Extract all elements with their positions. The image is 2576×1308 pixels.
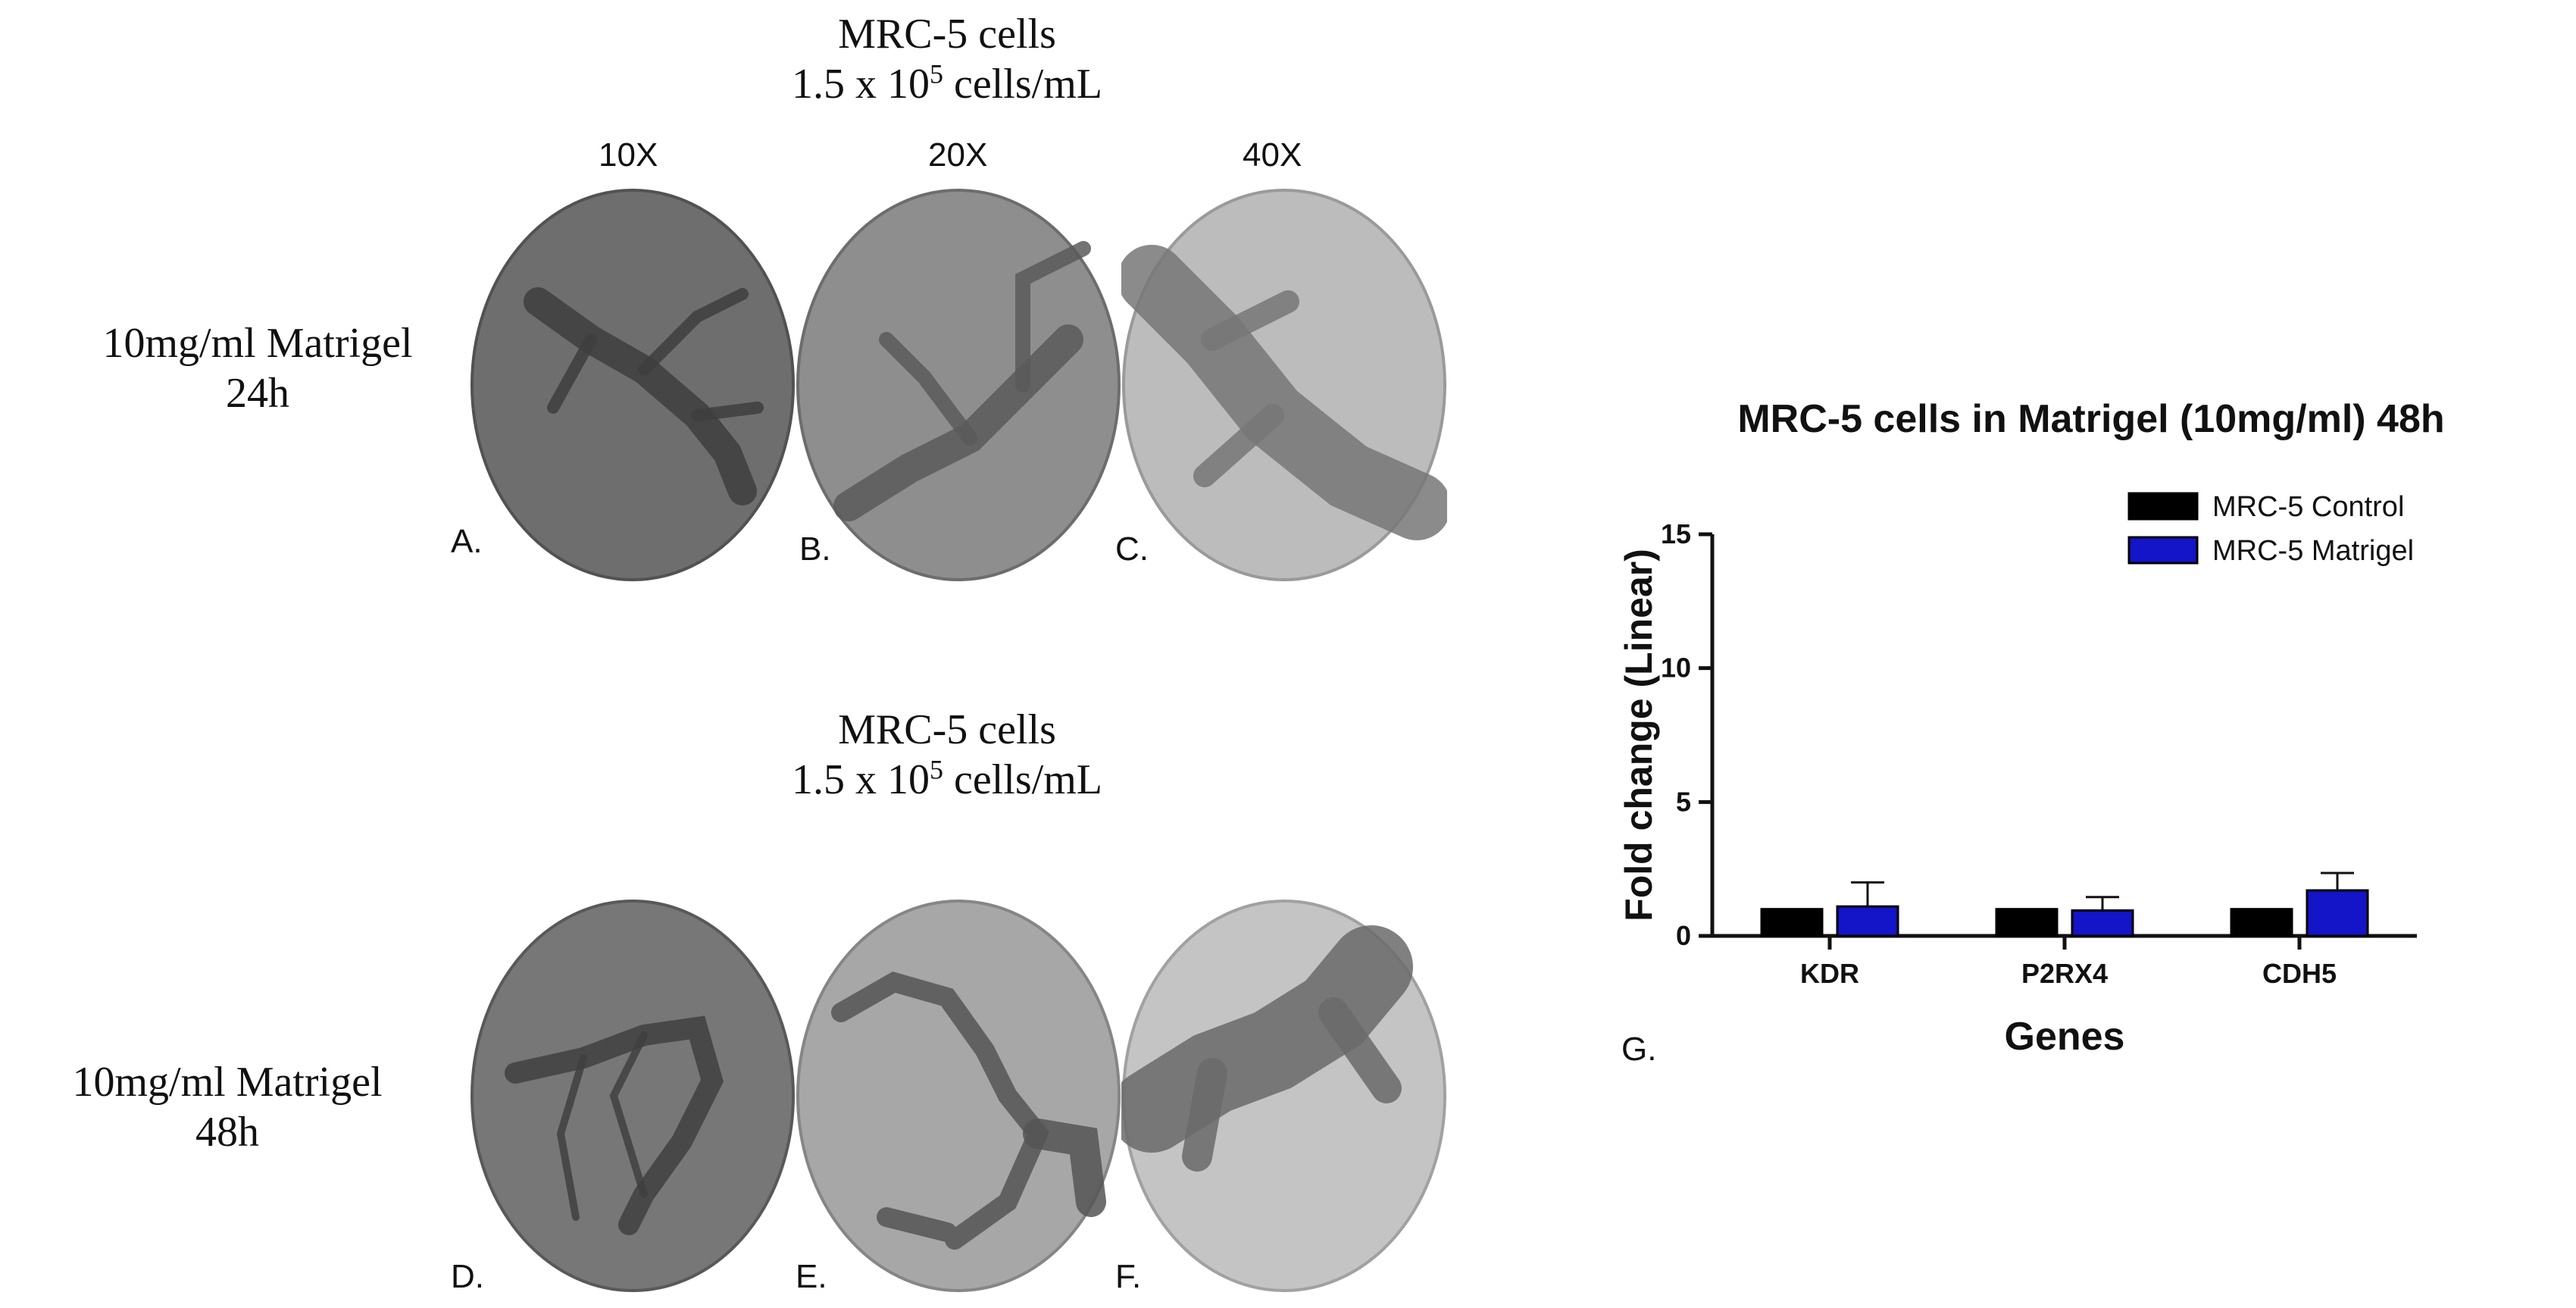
bottom-heading-exponent: 5: [930, 754, 944, 785]
bar-kdr-control: [1760, 908, 1824, 937]
y-tick-label: 0: [1676, 920, 1691, 951]
legend-swatch: [2127, 536, 2199, 565]
panel-label-d: D.: [451, 1258, 484, 1295]
top-heading-line1: MRC-5 cells: [838, 11, 1056, 58]
x-tick-label: KDR: [1800, 958, 1859, 989]
legend-label: MRC-5 Matrigel: [2212, 535, 2414, 567]
y-ticks: 0 5 10 15: [1661, 518, 1712, 951]
bars: [1760, 871, 2369, 937]
condition-24h-line2: 24h: [226, 370, 289, 417]
micrograph-b-branches: [879, 241, 1091, 446]
legend: MRC-5 Control MRC-5 Matrigel: [2127, 491, 2414, 567]
micrograph-d-network: [505, 1015, 724, 1235]
bottom-heading-density: 1.5 x 10: [792, 756, 930, 803]
top-heading-unit: cells/mL: [943, 61, 1102, 108]
top-heading-exponent: 5: [930, 58, 944, 89]
bar-p2rx4-control: [1995, 908, 2059, 937]
x-ticks: KDR P2RX4 CDH5: [1800, 936, 2337, 989]
panel-label-f: F.: [1115, 1258, 1142, 1295]
magnification-20x: 20X: [928, 136, 988, 174]
magnification-10x: 10X: [599, 136, 658, 174]
y-tick-label: 5: [1676, 786, 1691, 817]
bottom-panel-heading: MRC-5 cells 1.5 x 105 cells/mL: [682, 705, 1212, 805]
micrograph-a-branches: [547, 288, 764, 421]
micrograph-a-field: [470, 189, 795, 581]
x-tick-label: P2RX4: [2021, 958, 2108, 989]
micrograph-d-branches: [556, 1031, 648, 1221]
bar-cdh5-matrigel: [2306, 889, 2369, 937]
top-heading-density: 1.5 x 10: [792, 61, 930, 108]
micrograph-d: [470, 900, 795, 1292]
micrograph-b: [796, 189, 1121, 581]
bar-kdr-matrigel: [1836, 905, 1899, 937]
micrograph-c-branches: [1193, 290, 1299, 487]
bar-p2rx4-matrigel: [2071, 909, 2134, 937]
y-axis-label: Fold change (Linear): [1618, 549, 1660, 922]
bottom-heading-unit: cells/mL: [943, 756, 1102, 803]
condition-48h: 10mg/ml Matrigel 48h: [15, 1057, 439, 1157]
top-panel-heading: MRC-5 cells 1.5 x 105 cells/mL: [682, 9, 1212, 109]
bar-chart: MRC-5 cells in Matrigel (10mg/ml) 48h Fo…: [1618, 397, 2445, 1059]
top-heading-line2: 1.5 x 105 cells/mL: [682, 59, 1212, 109]
legend-label: MRC-5 Control: [2212, 491, 2404, 523]
bar-cdh5-control: [2230, 908, 2293, 937]
panel-label-e: E.: [796, 1258, 827, 1295]
panel-label-a: A.: [451, 523, 483, 560]
chart-title: MRC-5 cells in Matrigel (10mg/ml) 48h: [1737, 397, 2444, 441]
panel-label-c: C.: [1115, 530, 1149, 568]
micrograph-c: [1121, 189, 1447, 581]
bottom-heading-line1: MRC-5 cells: [838, 706, 1056, 753]
y-tick-label: 15: [1661, 518, 1691, 549]
micrograph-a: [470, 189, 795, 581]
micrograph-e-network: [831, 971, 1050, 1250]
micrograph-f: [1121, 900, 1446, 1292]
panel-label-b: B.: [799, 530, 831, 568]
condition-48h-line1: 10mg/ml Matrigel: [72, 1059, 383, 1106]
panel-label-g: G.: [1621, 1031, 1657, 1068]
micrograph-f-branches: [1182, 997, 1402, 1172]
condition-24h: 10mg/ml Matrigel 24h: [45, 318, 470, 418]
x-axis-label: Genes: [2005, 1015, 2125, 1059]
legend-swatch: [2127, 492, 2199, 521]
condition-48h-line2: 48h: [195, 1109, 259, 1156]
magnification-40x: 40X: [1243, 136, 1302, 174]
x-tick-label: CDH5: [2262, 958, 2337, 989]
micrograph-d-field: [470, 900, 795, 1292]
condition-24h-line1: 10mg/ml Matrigel: [102, 320, 413, 367]
micrograph-e: [796, 900, 1121, 1292]
micrograph-e-branches: [1023, 1119, 1106, 1217]
bottom-heading-line2: 1.5 x 105 cells/mL: [682, 755, 1212, 805]
micrograph-f-network: [1121, 925, 1413, 1153]
y-tick-label: 10: [1661, 652, 1691, 684]
micrograph-a-network: [524, 287, 757, 505]
